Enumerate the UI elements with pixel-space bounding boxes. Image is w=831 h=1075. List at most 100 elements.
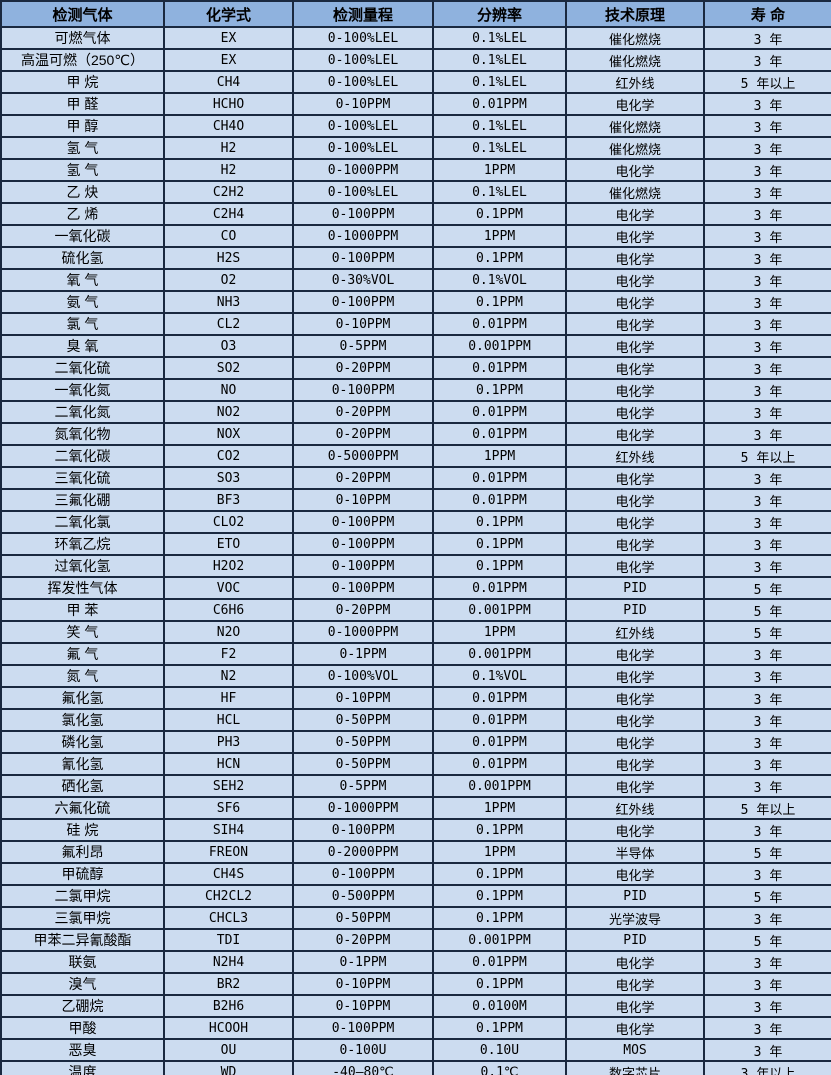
gas-name-cell: 六氟化硫 xyxy=(0,796,165,820)
table-row: 氯 气 CL2 0-10PPM 0.01PPM 电化学 3 年 xyxy=(0,312,831,336)
formula-cell: CH4O xyxy=(163,114,294,138)
range-cell: 0-100PPM xyxy=(292,510,434,534)
principle-cell: 红外线 xyxy=(565,796,705,820)
resolution-cell: 0.01PPM xyxy=(432,730,567,754)
resolution-cell: 0.01PPM xyxy=(432,752,567,776)
gas-name-cell: 一氧化氮 xyxy=(0,378,165,402)
resolution-cell: 0.1PPM xyxy=(432,884,567,908)
range-cell: 0-10PPM xyxy=(292,686,434,710)
formula-cell: HCHO xyxy=(163,92,294,116)
formula-cell: NO2 xyxy=(163,400,294,424)
lifespan-cell: 3 年 xyxy=(703,334,831,358)
principle-cell: 电化学 xyxy=(565,488,705,512)
range-cell: 0-100%VOL xyxy=(292,664,434,688)
resolution-cell: 0.01PPM xyxy=(432,686,567,710)
resolution-cell: 0.01PPM xyxy=(432,488,567,512)
lifespan-cell: 3 年 xyxy=(703,906,831,930)
formula-cell: N2O xyxy=(163,620,294,644)
gas-name-cell: 溴气 xyxy=(0,972,165,996)
table-row: 一氧化氮 NO 0-100PPM 0.1PPM 电化学 3 年 xyxy=(0,378,831,402)
resolution-cell: 0.1%LEL xyxy=(432,114,567,138)
principle-cell: 电化学 xyxy=(565,290,705,314)
range-cell: 0-10PPM xyxy=(292,312,434,336)
formula-cell: CO2 xyxy=(163,444,294,468)
gas-name-cell: 氯 气 xyxy=(0,312,165,336)
formula-cell: BR2 xyxy=(163,972,294,996)
resolution-cell: 0.1PPM xyxy=(432,202,567,226)
resolution-cell: 0.1PPM xyxy=(432,972,567,996)
lifespan-cell: 3 年 xyxy=(703,378,831,402)
principle-cell: 电化学 xyxy=(565,268,705,292)
range-cell: 0-20PPM xyxy=(292,400,434,424)
resolution-cell: 0.1%LEL xyxy=(432,180,567,204)
lifespan-cell: 3 年 xyxy=(703,862,831,886)
gas-name-cell: 二氧化氯 xyxy=(0,510,165,534)
resolution-cell: 1PPM xyxy=(432,158,567,182)
lifespan-cell: 3 年 xyxy=(703,114,831,138)
formula-cell: CL2 xyxy=(163,312,294,336)
lifespan-cell: 3 年 xyxy=(703,400,831,424)
range-cell: 0-100PPM xyxy=(292,202,434,226)
lifespan-cell: 3 年 xyxy=(703,664,831,688)
lifespan-cell: 3 年以上 xyxy=(703,1060,831,1075)
formula-cell: NH3 xyxy=(163,290,294,314)
table-row: 温度 WD -40—80℃ 0.1℃ 数字芯片 3 年以上 xyxy=(0,1060,831,1075)
principle-cell: 数字芯片 xyxy=(565,1060,705,1075)
lifespan-cell: 3 年 xyxy=(703,224,831,248)
formula-cell: CHCL3 xyxy=(163,906,294,930)
range-cell: 0-1PPM xyxy=(292,950,434,974)
formula-cell: PH3 xyxy=(163,730,294,754)
range-cell: 0-5000PPM xyxy=(292,444,434,468)
formula-cell: EX xyxy=(163,26,294,50)
range-cell: 0-1PPM xyxy=(292,642,434,666)
range-cell: 0-100PPM xyxy=(292,532,434,556)
range-cell: 0-100%LEL xyxy=(292,26,434,50)
table-row: 氢 气 H2 0-100%LEL 0.1%LEL 催化燃烧 3 年 xyxy=(0,136,831,160)
principle-cell: 电化学 xyxy=(565,862,705,886)
range-cell: 0-50PPM xyxy=(292,730,434,754)
principle-cell: 催化燃烧 xyxy=(565,180,705,204)
resolution-cell: 0.001PPM xyxy=(432,642,567,666)
resolution-cell: 0.1%LEL xyxy=(432,136,567,160)
resolution-cell: 1PPM xyxy=(432,796,567,820)
resolution-cell: 0.10U xyxy=(432,1038,567,1062)
table-row: 挥发性气体 VOC 0-100PPM 0.01PPM PID 5 年 xyxy=(0,576,831,600)
resolution-cell: 0.01PPM xyxy=(432,422,567,446)
principle-cell: 电化学 xyxy=(565,532,705,556)
resolution-cell: 0.1%LEL xyxy=(432,48,567,72)
formula-cell: TDI xyxy=(163,928,294,952)
formula-cell: ETO xyxy=(163,532,294,556)
lifespan-cell: 3 年 xyxy=(703,554,831,578)
table-row: 乙 烯 C2H4 0-100PPM 0.1PPM 电化学 3 年 xyxy=(0,202,831,226)
lifespan-cell: 3 年 xyxy=(703,642,831,666)
gas-name-cell: 氰化氢 xyxy=(0,752,165,776)
formula-cell: CO xyxy=(163,224,294,248)
table-row: 氧 气 O2 0-30%VOL 0.1%VOL 电化学 3 年 xyxy=(0,268,831,292)
gas-name-cell: 氮氧化物 xyxy=(0,422,165,446)
gas-name-cell: 二氯甲烷 xyxy=(0,884,165,908)
lifespan-cell: 3 年 xyxy=(703,510,831,534)
resolution-cell: 1PPM xyxy=(432,224,567,248)
gas-name-cell: 一氧化碳 xyxy=(0,224,165,248)
formula-cell: C2H2 xyxy=(163,180,294,204)
column-header-lifespan: 寿 命 xyxy=(703,0,831,28)
principle-cell: 电化学 xyxy=(565,334,705,358)
column-header-resolution: 分辨率 xyxy=(432,0,567,28)
resolution-cell: 0.001PPM xyxy=(432,598,567,622)
gas-name-cell: 甲 醛 xyxy=(0,92,165,116)
formula-cell: WD xyxy=(163,1060,294,1075)
principle-cell: 红外线 xyxy=(565,620,705,644)
table-row: 二氯甲烷 CH2CL2 0-500PPM 0.1PPM PID 5 年 xyxy=(0,884,831,908)
lifespan-cell: 5 年 xyxy=(703,620,831,644)
table-row: 六氟化硫 SF6 0-1000PPM 1PPM 红外线 5 年以上 xyxy=(0,796,831,820)
formula-cell: O2 xyxy=(163,268,294,292)
formula-cell: OU xyxy=(163,1038,294,1062)
principle-cell: 红外线 xyxy=(565,444,705,468)
table-row: 二氧化氮 NO2 0-20PPM 0.01PPM 电化学 3 年 xyxy=(0,400,831,424)
principle-cell: 电化学 xyxy=(565,510,705,534)
gas-name-cell: 挥发性气体 xyxy=(0,576,165,600)
principle-cell: PID xyxy=(565,576,705,600)
resolution-cell: 0.1PPM xyxy=(432,1016,567,1040)
table-row: 氯化氢 HCL 0-50PPM 0.01PPM 电化学 3 年 xyxy=(0,708,831,732)
principle-cell: 电化学 xyxy=(565,686,705,710)
